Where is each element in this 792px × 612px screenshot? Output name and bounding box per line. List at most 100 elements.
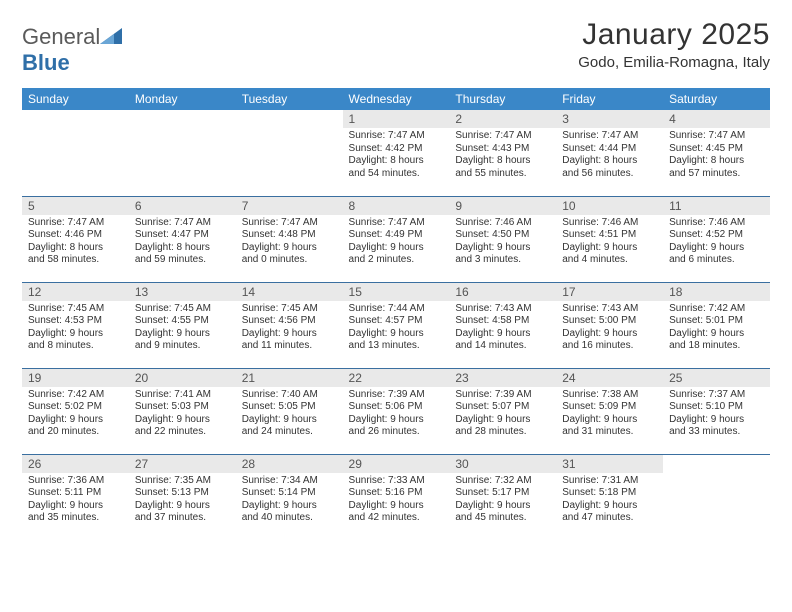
daylight-text-2: and 59 minutes.: [135, 254, 230, 267]
daylight-text-1: Daylight: 9 hours: [669, 414, 764, 427]
daylight-text-1: Daylight: 9 hours: [562, 328, 657, 341]
sunrise-text: Sunrise: 7:47 AM: [455, 130, 550, 143]
day-number: 2: [449, 110, 556, 128]
day-number: 21: [236, 369, 343, 387]
sunrise-text: Sunrise: 7:43 AM: [455, 303, 550, 316]
daylight-text-1: Daylight: 9 hours: [562, 242, 657, 255]
calendar-day-cell: 1Sunrise: 7:47 AMSunset: 4:42 PMDaylight…: [343, 110, 450, 196]
daylight-text-1: Daylight: 9 hours: [349, 242, 444, 255]
daylight-text-2: and 26 minutes.: [349, 426, 444, 439]
month-title: January 2025: [578, 18, 770, 52]
sunset-text: Sunset: 4:57 PM: [349, 315, 444, 328]
sunset-text: Sunset: 4:55 PM: [135, 315, 230, 328]
daylight-text-2: and 47 minutes.: [562, 512, 657, 525]
daylight-text-2: and 40 minutes.: [242, 512, 337, 525]
calendar-day-cell: 25Sunrise: 7:37 AMSunset: 5:10 PMDayligh…: [663, 368, 770, 454]
sunset-text: Sunset: 4:42 PM: [349, 143, 444, 156]
daylight-text-1: Daylight: 9 hours: [242, 328, 337, 341]
weekday-header: Monday: [129, 88, 236, 110]
daylight-text-1: Daylight: 9 hours: [242, 414, 337, 427]
sunrise-text: Sunrise: 7:40 AM: [242, 389, 337, 402]
daylight-text-1: Daylight: 9 hours: [455, 242, 550, 255]
calendar-day-cell: 13Sunrise: 7:45 AMSunset: 4:55 PMDayligh…: [129, 282, 236, 368]
day-number: 4: [663, 110, 770, 128]
day-number: 29: [343, 455, 450, 473]
day-number: 22: [343, 369, 450, 387]
daylight-text-2: and 42 minutes.: [349, 512, 444, 525]
sunset-text: Sunset: 4:53 PM: [28, 315, 123, 328]
daylight-text-1: Daylight: 9 hours: [349, 328, 444, 341]
daylight-text-2: and 55 minutes.: [455, 168, 550, 181]
calendar-day-cell: 30Sunrise: 7:32 AMSunset: 5:17 PMDayligh…: [449, 454, 556, 540]
sunrise-text: Sunrise: 7:45 AM: [28, 303, 123, 316]
sunrise-text: Sunrise: 7:46 AM: [562, 217, 657, 230]
day-number: 17: [556, 283, 663, 301]
sunset-text: Sunset: 5:05 PM: [242, 401, 337, 414]
daylight-text-1: Daylight: 9 hours: [28, 500, 123, 513]
day-details: Sunrise: 7:47 AMSunset: 4:49 PMDaylight:…: [343, 215, 450, 271]
sunset-text: Sunset: 4:46 PM: [28, 229, 123, 242]
calendar-day-cell: 27Sunrise: 7:35 AMSunset: 5:13 PMDayligh…: [129, 454, 236, 540]
day-details: Sunrise: 7:44 AMSunset: 4:57 PMDaylight:…: [343, 301, 450, 357]
day-details: Sunrise: 7:42 AMSunset: 5:02 PMDaylight:…: [22, 387, 129, 443]
sunset-text: Sunset: 4:44 PM: [562, 143, 657, 156]
calendar-day-cell: 4Sunrise: 7:47 AMSunset: 4:45 PMDaylight…: [663, 110, 770, 196]
calendar-week-row: 19Sunrise: 7:42 AMSunset: 5:02 PMDayligh…: [22, 368, 770, 454]
sunrise-text: Sunrise: 7:42 AM: [669, 303, 764, 316]
calendar-day-cell: 12Sunrise: 7:45 AMSunset: 4:53 PMDayligh…: [22, 282, 129, 368]
sunset-text: Sunset: 4:56 PM: [242, 315, 337, 328]
day-number: 13: [129, 283, 236, 301]
calendar-day-cell: 5Sunrise: 7:47 AMSunset: 4:46 PMDaylight…: [22, 196, 129, 282]
daylight-text-2: and 14 minutes.: [455, 340, 550, 353]
daylight-text-2: and 35 minutes.: [28, 512, 123, 525]
daylight-text-1: Daylight: 9 hours: [669, 328, 764, 341]
weekday-header: Friday: [556, 88, 663, 110]
sunrise-text: Sunrise: 7:47 AM: [349, 130, 444, 143]
day-details: Sunrise: 7:41 AMSunset: 5:03 PMDaylight:…: [129, 387, 236, 443]
day-details: Sunrise: 7:47 AMSunset: 4:42 PMDaylight:…: [343, 128, 450, 184]
day-number: 9: [449, 197, 556, 215]
day-number: 18: [663, 283, 770, 301]
day-details: Sunrise: 7:40 AMSunset: 5:05 PMDaylight:…: [236, 387, 343, 443]
daylight-text-1: Daylight: 9 hours: [562, 500, 657, 513]
sunrise-text: Sunrise: 7:35 AM: [135, 475, 230, 488]
calendar-day-cell: 17Sunrise: 7:43 AMSunset: 5:00 PMDayligh…: [556, 282, 663, 368]
daylight-text-1: Daylight: 9 hours: [242, 500, 337, 513]
daylight-text-1: Daylight: 9 hours: [455, 328, 550, 341]
calendar-day-cell: 18Sunrise: 7:42 AMSunset: 5:01 PMDayligh…: [663, 282, 770, 368]
title-block: January 2025 Godo, Emilia-Romagna, Italy: [578, 18, 770, 71]
daylight-text-2: and 0 minutes.: [242, 254, 337, 267]
weekday-header: Saturday: [663, 88, 770, 110]
sunset-text: Sunset: 4:49 PM: [349, 229, 444, 242]
daylight-text-1: Daylight: 8 hours: [455, 155, 550, 168]
sunset-text: Sunset: 4:47 PM: [135, 229, 230, 242]
calendar-week-row: 1Sunrise: 7:47 AMSunset: 4:42 PMDaylight…: [22, 110, 770, 196]
calendar-day-cell: 24Sunrise: 7:38 AMSunset: 5:09 PMDayligh…: [556, 368, 663, 454]
day-number: 25: [663, 369, 770, 387]
sunrise-text: Sunrise: 7:45 AM: [242, 303, 337, 316]
weekday-header-row: Sunday Monday Tuesday Wednesday Thursday…: [22, 88, 770, 110]
sunset-text: Sunset: 4:52 PM: [669, 229, 764, 242]
brand-name: General Blue: [22, 24, 122, 76]
day-number: 3: [556, 110, 663, 128]
sunset-text: Sunset: 5:18 PM: [562, 487, 657, 500]
daylight-text-2: and 24 minutes.: [242, 426, 337, 439]
day-details: Sunrise: 7:47 AMSunset: 4:45 PMDaylight:…: [663, 128, 770, 184]
daylight-text-2: and 57 minutes.: [669, 168, 764, 181]
sunset-text: Sunset: 4:50 PM: [455, 229, 550, 242]
day-details: Sunrise: 7:39 AMSunset: 5:06 PMDaylight:…: [343, 387, 450, 443]
sunset-text: Sunset: 5:13 PM: [135, 487, 230, 500]
weekday-header: Thursday: [449, 88, 556, 110]
calendar-day-cell: 20Sunrise: 7:41 AMSunset: 5:03 PMDayligh…: [129, 368, 236, 454]
day-number: 31: [556, 455, 663, 473]
day-details: Sunrise: 7:32 AMSunset: 5:17 PMDaylight:…: [449, 473, 556, 529]
daylight-text-2: and 16 minutes.: [562, 340, 657, 353]
day-number: 24: [556, 369, 663, 387]
daylight-text-2: and 18 minutes.: [669, 340, 764, 353]
sunrise-text: Sunrise: 7:45 AM: [135, 303, 230, 316]
calendar-day-cell: 29Sunrise: 7:33 AMSunset: 5:16 PMDayligh…: [343, 454, 450, 540]
daylight-text-1: Daylight: 9 hours: [135, 500, 230, 513]
daylight-text-1: Daylight: 9 hours: [28, 414, 123, 427]
calendar-day-cell: 10Sunrise: 7:46 AMSunset: 4:51 PMDayligh…: [556, 196, 663, 282]
day-number: 16: [449, 283, 556, 301]
